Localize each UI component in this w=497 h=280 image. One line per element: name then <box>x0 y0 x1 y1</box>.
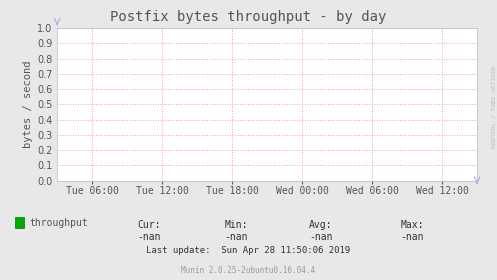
Text: Last update:  Sun Apr 28 11:50:06 2019: Last update: Sun Apr 28 11:50:06 2019 <box>147 246 350 255</box>
Text: -nan: -nan <box>309 232 332 242</box>
Text: Postfix bytes throughput - by day: Postfix bytes throughput - by day <box>110 10 387 24</box>
Text: RRDTOOL / TOBI OETIKER: RRDTOOL / TOBI OETIKER <box>491 65 496 148</box>
Y-axis label: bytes / second: bytes / second <box>23 60 33 148</box>
Text: Cur:: Cur: <box>137 220 161 230</box>
Text: -nan: -nan <box>401 232 424 242</box>
Text: Munin 2.0.25-2ubuntu0.16.04.4: Munin 2.0.25-2ubuntu0.16.04.4 <box>181 266 316 275</box>
Text: -nan: -nan <box>137 232 161 242</box>
Text: -nan: -nan <box>224 232 248 242</box>
Text: Max:: Max: <box>401 220 424 230</box>
Text: Avg:: Avg: <box>309 220 332 230</box>
Text: Min:: Min: <box>224 220 248 230</box>
Text: throughput: throughput <box>30 218 88 228</box>
